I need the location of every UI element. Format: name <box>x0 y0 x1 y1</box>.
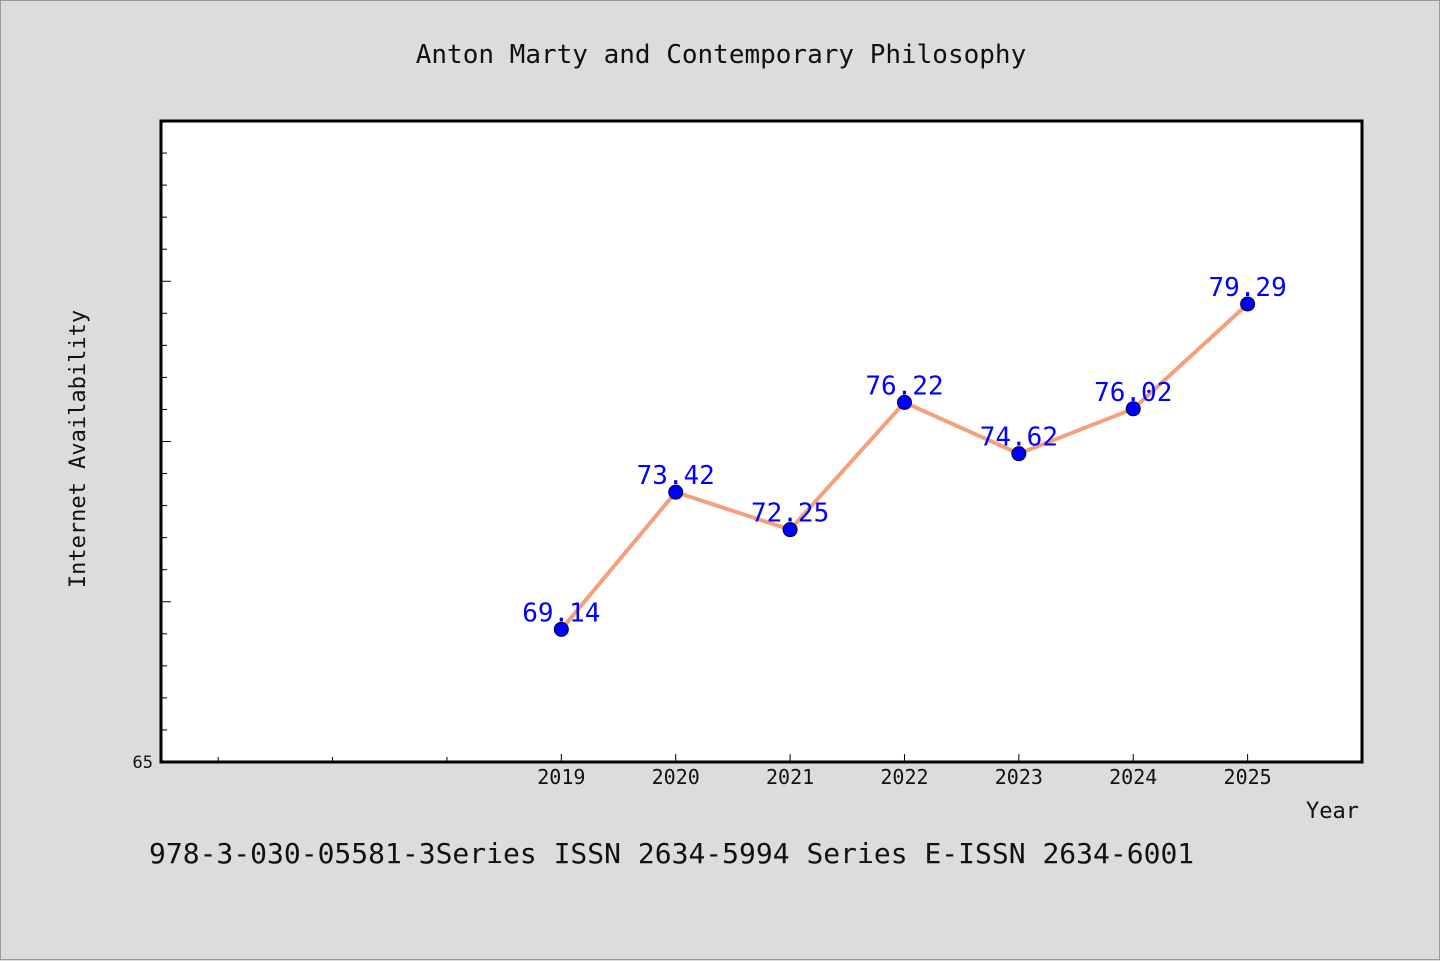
x-axis-label: Year <box>1306 799 1359 824</box>
data-point-marker <box>1125 401 1141 417</box>
x-tick-label: 2024 <box>1109 765 1157 789</box>
data-point-marker <box>782 522 798 538</box>
data-point-marker <box>668 484 684 500</box>
y-axis-ticks: 65 <box>133 120 171 773</box>
data-point-marker <box>553 621 569 637</box>
data-point-label: 76.02 <box>1094 378 1172 408</box>
data-point-label: 79.29 <box>1208 273 1286 303</box>
x-tick-label: 2020 <box>652 765 700 789</box>
footer-isbn-text: 978-3-030-05581-3Series ISSN 2634-5994 S… <box>149 837 1194 870</box>
data-point-label: 76.22 <box>865 371 943 401</box>
data-point-label: 73.42 <box>637 461 715 491</box>
data-point-marker <box>896 394 912 410</box>
chart-title: Anton Marty and Contemporary Philosophy <box>416 40 1026 70</box>
data-point-marker <box>1240 296 1256 312</box>
y-axis-label: Internet Availability <box>66 310 91 588</box>
x-tick-label: 2019 <box>537 765 585 789</box>
x-tick-label: 2023 <box>995 765 1043 789</box>
data-point-marker <box>1011 446 1027 462</box>
x-axis-ticks: 2019 2020 2021 2022 2023 2024 2025 <box>217 754 1363 789</box>
x-tick-label: 2022 <box>880 765 928 789</box>
y-tick-label: 65 <box>133 753 153 773</box>
x-tick-label: 2025 <box>1224 765 1272 789</box>
series-layer: 69.14 73.42 72.25 76.22 74.62 76.02 79.29 <box>522 273 1287 637</box>
data-point-label: 74.62 <box>980 423 1058 453</box>
x-tick-label: 2021 <box>766 765 814 789</box>
data-point-label: 69.14 <box>522 598 600 628</box>
data-point-label: 72.25 <box>751 499 829 529</box>
plot-area <box>159 119 1364 764</box>
